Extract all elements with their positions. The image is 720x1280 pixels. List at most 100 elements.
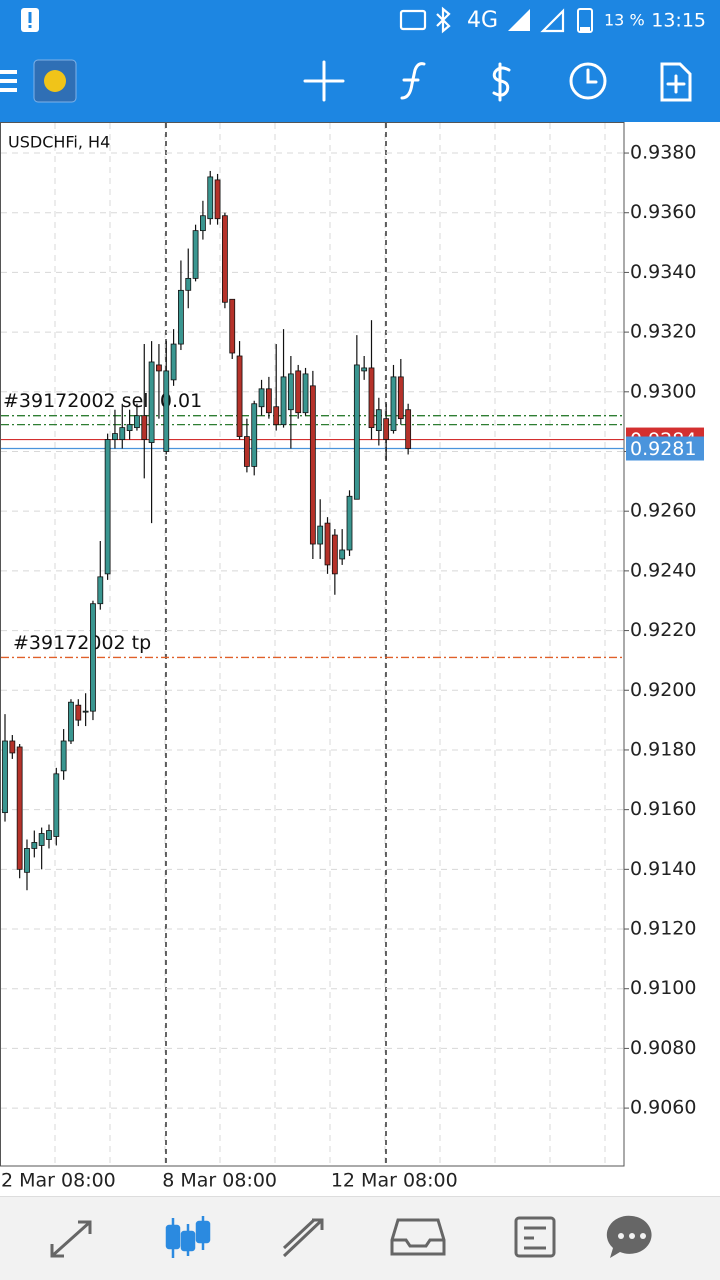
candle-body [200,215,206,232]
candle-body [361,367,368,372]
y-tick-label: 0.9380 [630,142,696,164]
toolbar [0,44,720,122]
candle-body [331,534,338,575]
y-tick-label: 0.9180 [630,738,696,760]
clock: 13:15 [651,10,706,32]
candle-body [31,842,38,849]
y-tick-label: 0.9200 [630,679,696,701]
x-tick-label: 2 Mar 08:00 [1,1170,116,1192]
new-order-button[interactable] [660,62,692,102]
y-tick-label: 0.9220 [630,619,696,641]
candle-body [148,361,155,443]
candle-body [243,436,250,467]
candle-body [16,746,23,870]
y-tick-label: 0.9120 [630,918,696,940]
battery-icon [577,8,593,33]
indicators-button[interactable] [400,62,426,100]
candle-body [156,364,162,372]
y-tick-label: 0.9060 [630,1097,696,1119]
candle-body [375,409,382,432]
bottom-nav [0,1196,720,1280]
signal-icon [508,9,530,31]
candle-body [273,406,280,426]
chart-tab[interactable] [165,1216,211,1258]
candle-body [302,373,309,414]
trade-level-label: #39172002 tp [13,632,151,654]
y-tick-label: 0.9340 [630,261,696,283]
chart-title: USDCHFi, H4 [8,133,110,152]
candle-body [53,773,60,837]
bid-tag-label: 0.9281 [630,438,696,460]
y-tick-label: 0.9160 [630,798,696,820]
y-tick-label: 0.9240 [630,559,696,581]
candle-body [324,522,331,566]
candle-body [170,343,177,381]
candle-body [185,277,192,291]
status-icons [399,6,565,34]
candle-body [287,373,294,411]
y-tick-label: 0.9140 [630,858,696,880]
chat-tab [629,1233,635,1239]
menu-button[interactable] [0,70,17,92]
candle-body [141,415,148,440]
news-tab[interactable] [514,1216,556,1258]
y-tick-label: 0.9100 [630,977,696,999]
battery-level: 13 % [604,11,645,30]
candle-body [221,215,228,303]
candle-body [9,740,16,754]
candle-body [126,424,133,432]
y-tick-label: 0.9300 [630,380,696,402]
candle-body [229,298,236,354]
candle-body [119,427,126,440]
candle-body [178,289,184,345]
candle-body [317,525,324,545]
candle-body [38,833,45,846]
network-type: 4G [467,8,498,33]
candle-body [353,364,360,500]
bid-tag-box [626,436,704,461]
status-bar [0,0,720,44]
candle-body [265,388,272,414]
x-tick-label: 12 Mar 08:00 [331,1170,458,1192]
candle-body [24,848,30,873]
x-tick-label: 8 Mar 08:00 [162,1170,277,1192]
trade-tab[interactable] [282,1218,324,1258]
candle-body [339,549,346,560]
candle-body [104,439,111,575]
candle-body [390,376,397,432]
candle-body [309,385,316,545]
history-tab[interactable] [390,1218,446,1256]
candle-body [82,710,89,713]
candle-body [60,740,67,772]
candle-body [90,603,96,712]
candle-body [295,370,302,414]
timeframe-button[interactable] [569,62,607,100]
candle-body [134,415,140,429]
candle-body [258,388,265,408]
candle-body [368,367,375,429]
app-logo [44,70,66,92]
crosshair-button[interactable] [303,60,345,102]
candle-body [97,576,104,605]
trade-button[interactable] [492,62,511,102]
news-tab [524,1226,546,1250]
candle-body [207,176,214,220]
candle-body [192,230,199,279]
timeframe-button [586,68,598,84]
candle-body [346,495,353,551]
notification-icon [28,25,32,28]
chat-tab [618,1233,624,1239]
chat-tab [640,1233,646,1239]
plot-frame [0,122,625,1167]
trade-level-label: #39172002 sell 0.01 [3,390,202,412]
candle-body [383,418,390,440]
notification-icon [28,12,32,23]
candle-body [236,355,243,437]
candle-body [214,179,221,220]
candle-body [68,701,74,742]
candle-body [2,740,8,814]
y-tick-label: 0.9080 [630,1037,696,1059]
quotes-tab[interactable] [50,1220,92,1258]
candle-body [46,830,52,840]
